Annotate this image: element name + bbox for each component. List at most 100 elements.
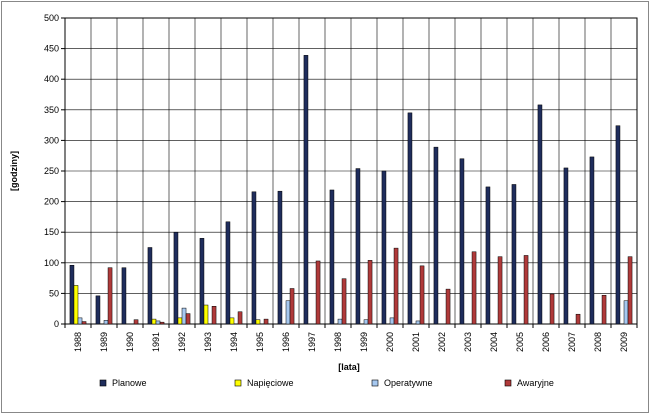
bar-awaryjne bbox=[497, 256, 503, 325]
bar-operatywne bbox=[389, 317, 395, 325]
y-tick-label: 300 bbox=[44, 135, 59, 145]
bar-planowe bbox=[277, 190, 283, 325]
bar-planowe bbox=[251, 191, 257, 325]
bar-planowe bbox=[433, 146, 439, 325]
y-tick-label: 150 bbox=[44, 227, 59, 237]
x-tick-label: 1992 bbox=[177, 332, 187, 352]
legend-swatch bbox=[234, 379, 242, 387]
bar-awaryjne bbox=[445, 288, 451, 325]
x-tick-label: 1990 bbox=[125, 332, 135, 352]
bar-operatywne bbox=[155, 320, 161, 325]
bar-awaryjne bbox=[107, 267, 113, 325]
bar-planowe bbox=[147, 247, 153, 325]
x-axis-title: [lata] bbox=[338, 362, 360, 372]
x-tick-label: 2007 bbox=[567, 332, 577, 352]
bar-awaryjne bbox=[419, 265, 425, 325]
bar-operatywne bbox=[77, 317, 83, 325]
x-tick-label: 2008 bbox=[593, 332, 603, 352]
bar-awaryjne bbox=[185, 313, 191, 325]
x-tick-label: 2009 bbox=[619, 332, 629, 352]
bar-planowe bbox=[121, 267, 127, 325]
bar-awaryjne bbox=[627, 256, 633, 325]
bar-planowe bbox=[225, 221, 231, 325]
y-tick-label: 500 bbox=[44, 13, 59, 23]
y-tick-label: 100 bbox=[44, 258, 59, 268]
legend-swatch bbox=[99, 379, 107, 387]
legend-swatch bbox=[371, 379, 379, 387]
bar-operatywne bbox=[181, 307, 187, 325]
bar-awaryjne bbox=[601, 294, 607, 325]
bar-napięciowe bbox=[203, 304, 209, 325]
x-tick-label: 2005 bbox=[515, 332, 525, 352]
legend: Planowe Napięciowe Operatywne Awaryjne bbox=[99, 378, 554, 388]
x-tick-label: 1994 bbox=[229, 332, 239, 352]
x-tick-label: 2003 bbox=[463, 332, 473, 352]
bar-awaryjne bbox=[523, 255, 529, 325]
y-tick-label: 250 bbox=[44, 166, 59, 176]
x-tick-label: 1991 bbox=[151, 332, 161, 352]
bar-awaryjne bbox=[211, 306, 217, 325]
legend-swatch bbox=[504, 379, 512, 387]
bar-awaryjne bbox=[263, 318, 269, 325]
bar-planowe bbox=[485, 186, 491, 325]
bar-planowe bbox=[69, 264, 75, 325]
bar-planowe bbox=[173, 231, 179, 325]
bar-planowe bbox=[589, 156, 595, 325]
x-tick-label: 1988 bbox=[73, 332, 83, 352]
bar-planowe bbox=[459, 158, 465, 325]
x-tick-label: 2000 bbox=[385, 332, 395, 352]
x-tick-label: 2004 bbox=[489, 332, 499, 352]
bar-planowe bbox=[615, 125, 621, 325]
bar-awaryjne bbox=[549, 293, 555, 325]
bar-napięciowe bbox=[151, 318, 157, 325]
bar-awaryjne bbox=[159, 321, 165, 325]
bar-operatywne bbox=[363, 319, 369, 325]
y-tick-label: 200 bbox=[44, 197, 59, 207]
x-tick-label: 1996 bbox=[281, 332, 291, 352]
bar-planowe bbox=[511, 184, 517, 325]
bar-awaryjne bbox=[237, 311, 243, 325]
bar-operatywne bbox=[623, 300, 629, 325]
legend-label: Planowe bbox=[112, 378, 147, 388]
bar-planowe bbox=[381, 170, 387, 325]
legend-label: Operatywne bbox=[384, 378, 433, 388]
bar-awaryjne bbox=[315, 260, 321, 325]
x-tick-label: 2002 bbox=[437, 332, 447, 352]
bars bbox=[69, 55, 633, 325]
bar-operatywne bbox=[337, 318, 343, 325]
x-tick-label: 1995 bbox=[255, 332, 265, 352]
bar-awaryjne bbox=[367, 260, 373, 325]
bar-awaryjne bbox=[289, 288, 295, 325]
bar-operatywne bbox=[285, 300, 291, 325]
bar-planowe bbox=[355, 168, 361, 325]
bar-planowe bbox=[537, 104, 543, 325]
y-tick-label: 450 bbox=[44, 44, 59, 54]
y-tick-label: 350 bbox=[44, 105, 59, 115]
x-tick-label: 1998 bbox=[333, 332, 343, 352]
bar-planowe bbox=[407, 112, 413, 325]
x-tick-label: 2001 bbox=[411, 332, 421, 352]
bar-napięciowe bbox=[73, 285, 79, 325]
bar-planowe bbox=[95, 295, 101, 325]
bar-napięciowe bbox=[229, 317, 235, 325]
bar-planowe bbox=[329, 189, 335, 325]
legend-label: Napięciowe bbox=[247, 378, 294, 388]
x-tick-label: 1993 bbox=[203, 332, 213, 352]
bar-napięciowe bbox=[177, 317, 183, 325]
y-tick-label: 0 bbox=[54, 319, 59, 329]
bar-planowe bbox=[303, 55, 309, 325]
x-tick-label: 2006 bbox=[541, 332, 551, 352]
legend-label: Awaryjne bbox=[517, 378, 554, 388]
bar-awaryjne bbox=[133, 319, 139, 325]
bar-planowe bbox=[199, 238, 205, 325]
bar-awaryjne bbox=[81, 321, 87, 325]
bar-napięciowe bbox=[255, 319, 261, 325]
bar-awaryjne bbox=[341, 278, 347, 325]
x-tick-label: 1989 bbox=[99, 332, 109, 352]
bar-planowe bbox=[563, 167, 569, 325]
x-tick-label: 1999 bbox=[359, 332, 369, 352]
bar-awaryjne bbox=[393, 247, 399, 325]
y-axis-title: [godziny] bbox=[9, 151, 19, 191]
bar-awaryjne bbox=[575, 313, 581, 325]
